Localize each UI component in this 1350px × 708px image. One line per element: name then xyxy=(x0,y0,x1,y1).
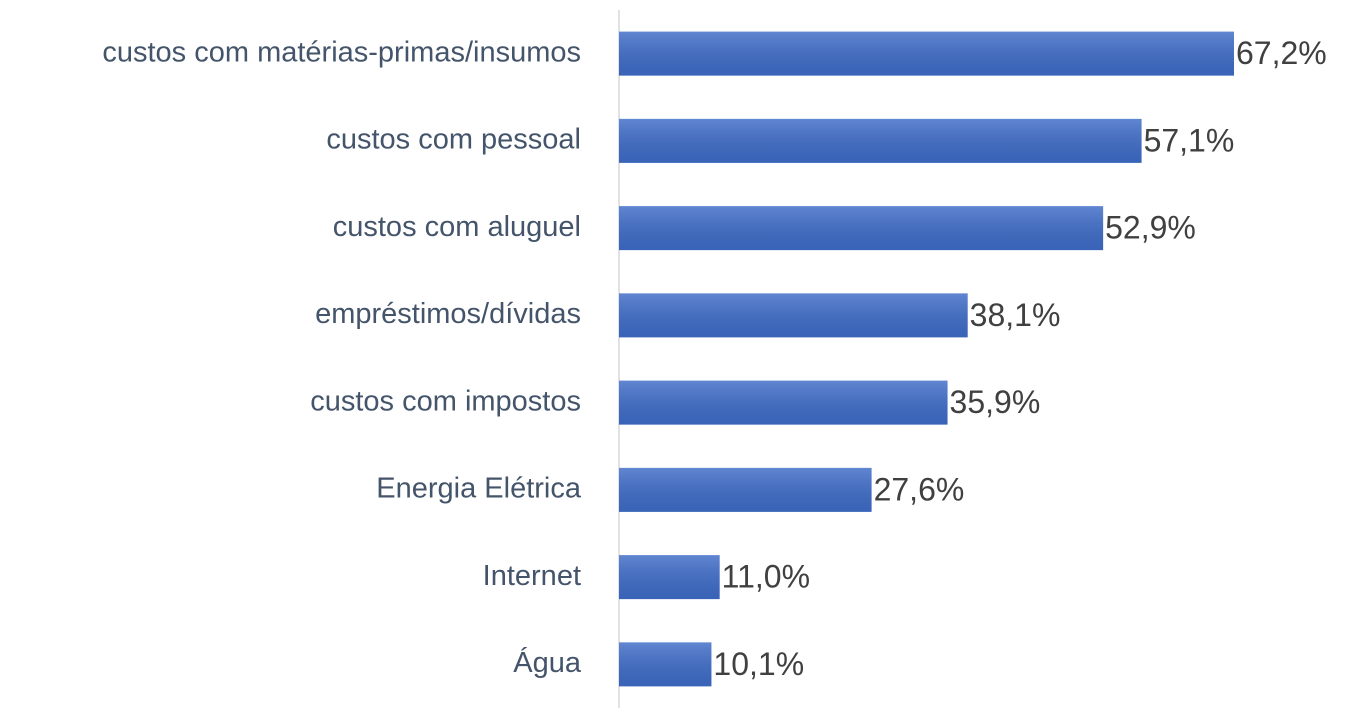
value-label: 38,1% xyxy=(970,297,1061,333)
value-label: 10,1% xyxy=(713,646,804,682)
value-label: 57,1% xyxy=(1144,122,1235,158)
bar-shade xyxy=(619,206,1104,251)
category-label: Energia Elétrica xyxy=(376,473,582,505)
value-label: 11,0% xyxy=(722,559,810,595)
bar-shade xyxy=(619,380,948,425)
category-label: empréstimos/dívidas xyxy=(315,298,581,330)
category-label: custos com matérias-primas/insumos xyxy=(102,36,581,68)
bar-shade xyxy=(619,467,872,512)
bar-shade xyxy=(619,555,720,600)
category-label: Água xyxy=(513,646,582,679)
bar-shade xyxy=(619,642,712,687)
value-label: 67,2% xyxy=(1236,35,1327,71)
bar-shade xyxy=(619,31,1234,76)
bar-shade xyxy=(619,293,968,338)
value-label: 35,9% xyxy=(950,384,1041,420)
value-label: 52,9% xyxy=(1105,210,1196,246)
value-label: 27,6% xyxy=(874,471,965,507)
category-label: custos com impostos xyxy=(310,385,581,417)
category-label: Internet xyxy=(483,560,581,592)
category-label: custos com pessoal xyxy=(326,124,581,156)
bar-shade xyxy=(619,118,1142,163)
category-label: custos com aluguel xyxy=(333,211,581,243)
